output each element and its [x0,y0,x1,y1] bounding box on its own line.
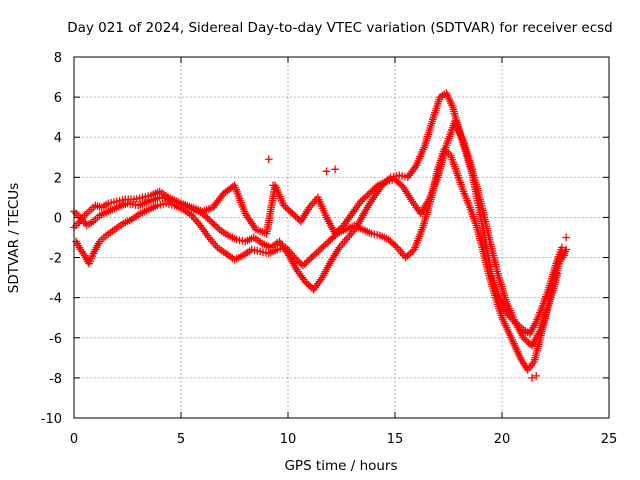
data-point [398,172,406,180]
data-point [162,199,170,208]
y-axis-label: SDTVAR / TECUs [6,183,22,293]
data-point [259,248,267,257]
data-point [247,245,256,254]
x-tick-label: 0 [70,432,78,447]
y-tick-label: 8 [54,51,62,66]
y-tick-label: -8 [49,372,62,387]
x-tick-label: 15 [387,432,404,447]
data-point [104,199,113,208]
data-point [112,197,121,206]
data-point [264,155,273,164]
data-point [273,245,282,254]
chart-title: Day 021 of 2024, Sidereal Day-to-day VTE… [67,20,613,36]
y-tick-label: -4 [49,292,62,307]
data-point [107,198,115,207]
data-point [232,235,241,244]
x-tick-labels: 0 5 10 15 20 25 [70,432,617,447]
data-point [279,244,287,253]
data-point [276,245,285,253]
y-tick-labels: -10 -8 -6 -4 -2 0 2 4 6 8 [41,51,62,427]
data-point [382,177,391,186]
data-point [153,201,162,210]
y-tick-label: 0 [54,211,62,226]
data-point [141,192,150,201]
data-point [235,236,244,245]
x-tick-label: 20 [494,432,511,447]
y-tick-label: 2 [54,171,62,186]
data-point [395,171,404,180]
data-point [132,194,141,203]
plot-frame [73,56,610,419]
data-point [373,230,382,239]
data-point [331,165,339,174]
series-trace-a [70,89,566,338]
x-tick-label: 10 [280,432,297,447]
data-point [110,198,118,206]
data-point [167,200,176,209]
data-points [70,89,571,382]
data-point [562,245,571,254]
data-point [165,200,173,208]
data-point [562,233,571,242]
data-point [118,196,127,204]
data-point [250,246,259,255]
series-isolated-points [264,155,571,382]
y-tick-label: -10 [41,412,62,427]
data-point [144,192,153,200]
series-trace-c [70,117,562,350]
data-point [115,196,124,205]
x-axis-label: GPS time / hours [284,458,397,474]
y-tick-label: 4 [54,131,62,146]
y-tick-label: 6 [54,91,62,106]
grid [74,57,609,418]
data-point [560,251,568,260]
data-point [370,230,379,239]
data-point [156,200,165,209]
data-point [528,374,536,382]
data-point [401,172,409,181]
data-point [385,176,394,185]
y-tick-label: -6 [49,332,62,347]
x-tick-label: 25 [601,432,618,447]
data-point [532,372,541,380]
data-point [322,167,331,176]
y-tick-label: -2 [49,252,62,267]
x-tick-label: 5 [177,432,185,447]
data-point [253,247,262,255]
data-point [367,229,376,238]
data-point [269,181,277,190]
data-point [130,195,138,204]
data-point [388,176,396,184]
data-point [138,193,147,202]
data-point [553,269,562,278]
data-point [558,243,566,252]
axis-ticks [73,56,610,419]
data-point [256,247,265,256]
data-point [135,194,144,202]
